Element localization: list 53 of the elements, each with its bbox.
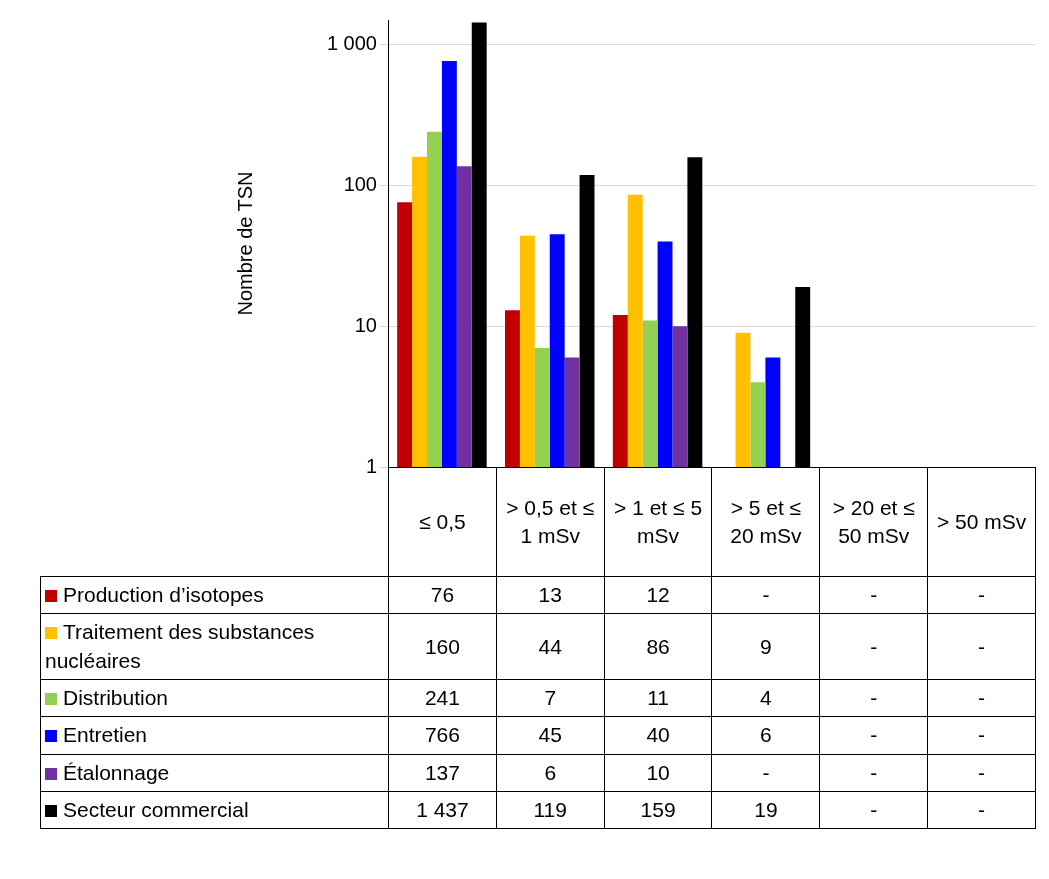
data-label: 7 — [496, 679, 605, 717]
legend-label: Étalonnage — [40, 754, 389, 792]
legend-label: Production d’isotopes — [40, 576, 389, 614]
x-tick-label: > 0,5 et ≤ 1 mSv — [496, 467, 605, 577]
x-tick-label: > 50 mSv — [927, 467, 1036, 577]
data-label: 160 — [388, 613, 497, 680]
x-tick-label: ≤ 0,5 — [388, 467, 497, 577]
legend-label: Distribution — [40, 679, 389, 717]
data-label: 4 — [711, 679, 820, 717]
legend-label: Secteur commercial — [40, 791, 389, 829]
data-label: 9 — [711, 613, 820, 680]
legend-label: Traitement des substances nucléaires — [40, 613, 389, 680]
text: - — [762, 760, 770, 784]
text: - — [870, 634, 878, 658]
data-label: 766 — [388, 716, 497, 755]
data-label: 19 — [711, 791, 820, 829]
text: - — [978, 798, 986, 822]
text: - — [978, 634, 986, 658]
data-label: 137 — [388, 754, 497, 792]
y-tick-label: 1 — [365, 454, 377, 477]
text: - — [762, 583, 770, 606]
data-label: 45 — [496, 716, 605, 755]
data-label: 40 — [604, 716, 712, 755]
data-label: 76 — [388, 576, 497, 614]
data-label: 119 — [496, 791, 605, 829]
text: - — [870, 798, 878, 822]
x-tick-label: > 20 et ≤ 50 mSv — [819, 467, 928, 577]
data-label: 6 — [496, 754, 605, 792]
data-label: 159 — [604, 791, 712, 829]
data-label: 44 — [496, 613, 605, 680]
data-label: 10 — [604, 754, 712, 792]
text: - — [870, 686, 878, 710]
text: - — [978, 760, 986, 784]
y-tick-label: 1 000 — [326, 32, 377, 55]
text: - — [870, 760, 878, 784]
text: - — [978, 583, 986, 606]
data-label: 241 — [388, 679, 497, 717]
data-label: 1 437 — [388, 791, 497, 829]
y-axis-title: Nombre de TSN — [233, 171, 256, 316]
text: - — [870, 583, 878, 606]
x-tick-label: > 5 et ≤ 20 mSv — [711, 467, 820, 577]
data-label: 12 — [604, 576, 712, 614]
data-label: 6 — [711, 716, 820, 755]
legend-label: Entretien — [40, 716, 389, 755]
y-tick-label: 100 — [343, 173, 377, 196]
text: - — [978, 686, 986, 710]
data-label: 86 — [604, 613, 712, 680]
data-label: 13 — [496, 576, 605, 614]
text: - — [870, 723, 878, 747]
text: - — [978, 723, 986, 747]
y-tick-label: 10 — [354, 313, 377, 336]
x-tick-label: > 1 et ≤ 5 mSv — [604, 467, 712, 577]
data-label: 11 — [604, 679, 712, 717]
